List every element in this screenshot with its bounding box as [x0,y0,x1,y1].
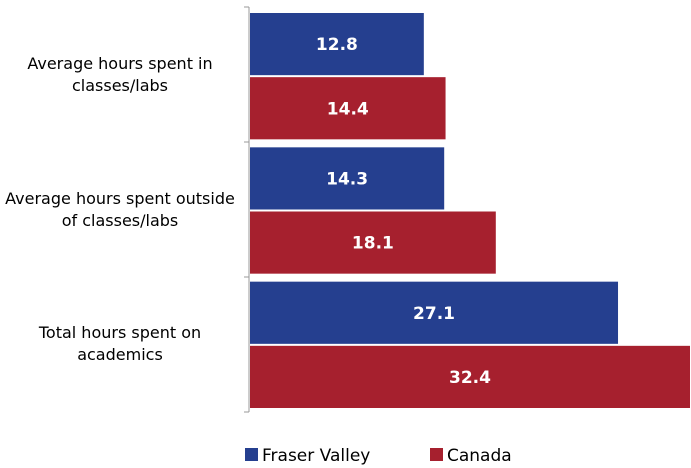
category-label: Average hours spent outside of classes/l… [5,188,235,230]
value-label: 14.4 [327,99,369,119]
bar [250,281,619,344]
category-label: Total hours spent on academics [38,322,202,364]
value-label: 12.8 [316,35,358,55]
category-label: Average hours spent in classes/labs [27,54,213,96]
legend-label: Canada [447,446,512,466]
value-label: 18.1 [352,234,394,254]
value-label: 14.3 [326,169,368,189]
bar [250,13,424,76]
bar [250,211,496,274]
value-label: 32.4 [449,368,491,388]
bar [250,77,446,140]
value-label: 27.1 [413,304,455,324]
bar [250,345,690,408]
bar [250,147,445,210]
legend-label: Fraser Valley [262,446,370,466]
legend-swatch [245,448,258,461]
legend-swatch [430,448,443,461]
